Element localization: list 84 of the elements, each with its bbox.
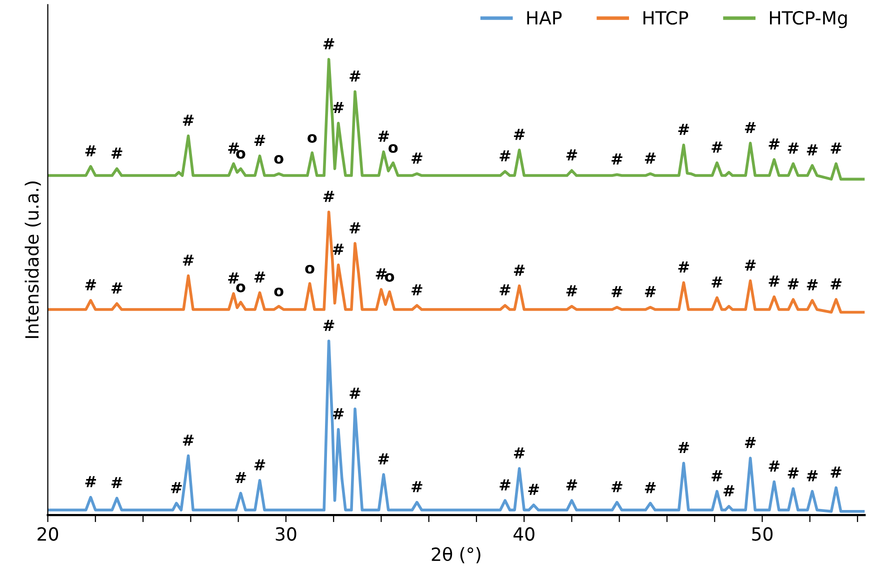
annotation: # [768,276,780,287]
annotation: # [111,477,122,488]
annotation: # [528,484,539,495]
annotation: o [274,288,284,296]
annotation: # [678,124,690,135]
annotation: # [332,102,344,114]
annotation: # [806,279,818,290]
annotation: # [254,459,266,470]
annotation: # [830,142,842,154]
x-tick-label: 30 [276,527,296,541]
annotation: # [323,190,334,202]
annotation: # [412,152,422,164]
annotation: # [644,152,656,164]
annotation: # [85,476,96,488]
annotation: # [254,134,266,146]
y-axis-title: Intensidade (u.a.) [24,182,41,338]
annotation: # [332,408,344,420]
annotation: # [788,278,799,290]
annotation: # [678,262,690,273]
annotation: # [323,320,334,331]
annotation: # [514,128,525,140]
annotation: # [85,145,96,156]
annotation: # [806,144,818,156]
annotation: # [378,453,389,464]
annotation: # [332,244,344,255]
x-axis-title: 2θ (°) [432,546,480,564]
annotation: # [768,138,780,150]
annotation: o [308,134,317,143]
annotation: # [412,284,422,296]
annotation: # [350,70,360,82]
annotation: # [678,442,690,453]
annotation: # [111,282,122,294]
annotation: o [274,155,284,164]
annotation: # [378,130,389,142]
annotation: # [788,468,799,478]
annotation: # [612,481,622,492]
annotation: # [744,260,756,271]
annotation: # [182,434,194,446]
annotation: # [788,142,799,154]
annotation: # [712,276,722,288]
annotation: # [350,222,360,234]
annotation: # [566,479,578,490]
annotation: # [228,272,239,284]
annotation: # [744,122,756,134]
annotation: # [500,150,510,162]
annotation: # [514,447,525,458]
annotation: # [350,388,360,399]
annotation: # [612,286,622,298]
x-tick-label: 50 [752,527,773,541]
annotation: # [744,436,756,448]
annotation: # [235,472,246,484]
annotation: # [712,470,722,482]
annotation: # [566,149,578,160]
annotation: # [724,485,734,496]
x-tick-label: 40 [513,527,534,541]
annotation: # [806,470,818,482]
annotation: o [305,264,314,274]
legend-label: HAP [527,11,562,24]
legend-label: HTCP-Mg [770,11,847,28]
annotation: # [768,460,780,472]
annotation: # [412,481,422,492]
annotation: # [111,148,122,159]
annotation: # [644,482,656,494]
annotation: o [388,144,398,153]
annotation: # [500,284,510,296]
annotation: # [182,254,194,266]
annotation: # [376,268,387,280]
annotation: o [236,284,246,292]
legend-label: HTCP [644,11,688,25]
annotation: o [384,273,394,282]
annotation: # [830,278,842,290]
annotation: # [171,482,182,494]
annotation: # [323,38,334,50]
annotation: # [644,286,656,298]
annotation: # [612,154,622,164]
annotation: # [254,272,266,283]
annotation: # [514,264,525,276]
annotation: # [712,142,722,153]
annotation: # [830,466,842,478]
annotation: # [500,479,510,490]
annotation: # [566,285,578,296]
annotation: # [182,114,194,126]
x-tick-label: 20 [38,527,58,541]
annotation: # [85,279,96,290]
